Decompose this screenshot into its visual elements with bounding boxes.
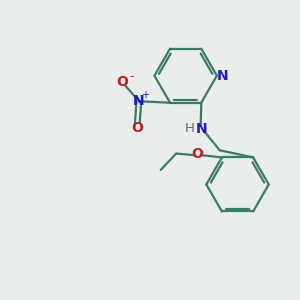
Text: O: O [116, 75, 128, 89]
Text: -: - [129, 70, 134, 83]
Text: +: + [141, 90, 149, 100]
Text: O: O [131, 121, 143, 135]
Text: N: N [216, 69, 228, 83]
Text: N: N [196, 122, 208, 136]
Text: H: H [185, 122, 195, 135]
Text: O: O [192, 147, 203, 160]
Text: N: N [133, 94, 145, 108]
